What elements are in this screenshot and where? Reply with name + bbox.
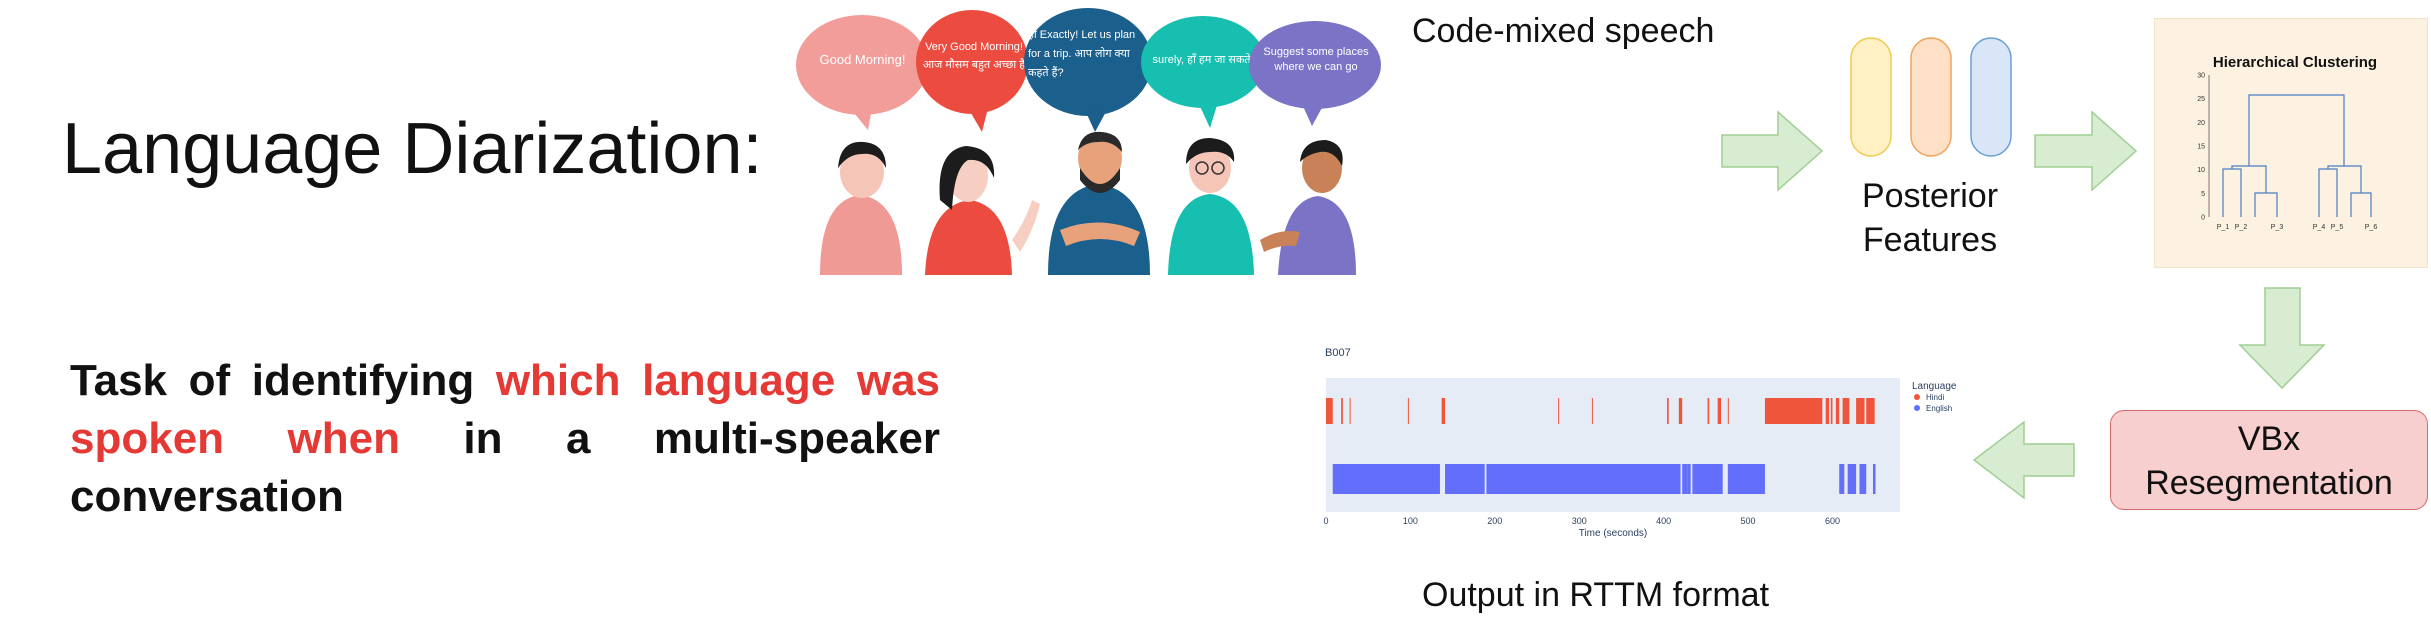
hindi-segment	[1591, 398, 1593, 424]
chart-title: B007	[1325, 347, 1351, 359]
arrow-right-icon	[2034, 110, 2138, 192]
dendrogram-y-tick: 30	[2197, 73, 2205, 80]
person-2	[925, 146, 1040, 275]
clustering-title: Hierarchical Clustering	[2213, 54, 2377, 71]
x-axis-label: Time (seconds)	[1579, 528, 1648, 539]
dendrogram-leaf-label: P_4	[2313, 224, 2326, 231]
hindi-segment	[1441, 398, 1446, 424]
hindi-segment	[1407, 398, 1409, 424]
posterior-capsule	[1910, 37, 1952, 157]
hindi-segment	[1830, 398, 1833, 424]
speech-bubble: Suggest some places where we can go	[1249, 21, 1381, 126]
posterior-features-label: Posterior Features	[1861, 177, 1999, 259]
dendrogram-leaf-label: P_3	[2271, 224, 2284, 231]
person-1	[820, 141, 902, 275]
hindi-segment	[1326, 398, 1333, 424]
english-segment	[1692, 464, 1716, 494]
waveform-icon	[1443, 102, 1694, 198]
english-segment	[1486, 464, 1681, 494]
hindi-segment	[1842, 398, 1850, 424]
x-tick-label: 600	[1825, 516, 1840, 526]
x-tick-label: 300	[1572, 516, 1587, 526]
legend-title: Language	[1912, 381, 1957, 392]
output-rttm-label: Output in RTTM format	[1422, 576, 1770, 614]
hindi-segment	[1764, 398, 1823, 424]
person-3	[1048, 131, 1150, 275]
x-tick-label: 200	[1487, 516, 1502, 526]
hindi-segment	[1825, 398, 1830, 424]
english-segment	[1687, 464, 1691, 494]
legend: Language Hindi English	[1912, 381, 1957, 413]
speech-bubble: Good Morning!	[796, 15, 928, 130]
legend-item-english: English	[1926, 404, 1952, 413]
english-segment	[1445, 464, 1485, 494]
hindi-segment	[1717, 398, 1722, 424]
speech-bubble: हाँ Exactly! Let us plan for a trip. आप …	[1024, 8, 1152, 132]
task-description: Task of identifying which language was s…	[70, 352, 940, 526]
posterior-capsule	[1970, 37, 2012, 157]
dendrogram-leaf-label: P_1	[2217, 224, 2230, 231]
task-prefix: Task of identifying	[70, 356, 496, 405]
x-tick-label: 100	[1403, 516, 1418, 526]
page-title: Language Diarization:	[62, 109, 763, 189]
dendrogram-leaf-label: P_2	[2235, 224, 2248, 231]
dendrogram-y-tick: 10	[2197, 167, 2205, 174]
hindi-segment	[1707, 398, 1710, 424]
hindi-segment	[1349, 398, 1351, 424]
legend-item-hindi: Hindi	[1926, 393, 1944, 402]
task-suffix: in a multi-speaker conversation	[70, 414, 940, 521]
bubble-text: surely, हाँ हम जा सकते हैं	[1152, 54, 1260, 66]
dendrogram-y-tick: 25	[2197, 96, 2205, 103]
legend-marker-english	[1914, 405, 1920, 411]
hindi-segment	[1678, 398, 1683, 424]
hindi-segment	[1835, 398, 1840, 424]
hindi-segment	[1558, 398, 1560, 424]
speech-bubble: Very Good Morning! आज मौसम बहुत अच्छा है	[916, 10, 1028, 132]
person-4	[1168, 138, 1254, 275]
english-segment	[1715, 464, 1723, 494]
arrow-right-icon	[1721, 110, 1824, 192]
hindi-segment	[1727, 398, 1729, 424]
code-mixed-speech-label: Code-mixed speech	[1412, 12, 1715, 50]
dendrogram-y-tick: 5	[2201, 191, 2205, 198]
english-segment	[1839, 464, 1845, 494]
hindi-segment	[1866, 398, 1875, 424]
english-segment	[1727, 464, 1765, 494]
x-tick-label: 0	[1323, 516, 1328, 526]
hindi-segment	[1856, 398, 1865, 424]
dendrogram: Hierarchical Clustering 0 5 10 15 20 25 30 P_1…	[2197, 54, 2378, 231]
english-segment	[1847, 464, 1857, 494]
person-5	[1260, 140, 1356, 275]
english-segment	[1872, 464, 1876, 494]
legend-marker-hindi	[1914, 394, 1920, 400]
english-segment	[1332, 464, 1440, 494]
english-segment	[1682, 464, 1688, 494]
speakers-illustration: Good Morning! Very Good Morning! आज मौसम…	[796, 8, 1381, 275]
hindi-segment	[1667, 398, 1669, 424]
english-segment	[1859, 464, 1867, 494]
vbx-resegmentation-box: VBx Resegmentation	[2110, 410, 2428, 510]
x-tick-label: 400	[1656, 516, 1671, 526]
posterior-capsule	[1850, 37, 1892, 157]
bubble-text: Good Morning!	[819, 52, 906, 67]
bubble-text: Suggest some places where we can go	[1263, 46, 1369, 73]
hierarchical-clustering-card: Hierarchical Clustering 0 5 10 15 20 25 30 P_1…	[2154, 18, 2428, 268]
hindi-segment	[1341, 398, 1343, 424]
dendrogram-leaf-label: P_6	[2365, 224, 2378, 231]
posterior-features-graphic	[1850, 37, 2012, 157]
bubble-text: हाँ Exactly! Let us plan for a trip. आप …	[1028, 29, 1136, 79]
dendrogram-y-tick: 20	[2197, 120, 2205, 127]
rttm-diarization-chart: B007 0 100 200 300 400 500 600 Time (seconds) …	[1323, 347, 1957, 539]
dendrogram-y-tick: 0	[2201, 215, 2205, 222]
speech-bubble: surely, हाँ हम जा सकते हैं	[1141, 16, 1265, 128]
arrow-down-icon	[2238, 287, 2326, 390]
x-tick-label: 500	[1741, 516, 1756, 526]
arrow-left-icon	[1972, 420, 2075, 500]
dendrogram-y-tick: 15	[2197, 144, 2205, 151]
dendrogram-leaf-label: P_5	[2331, 224, 2344, 231]
bubble-text: Very Good Morning! आज मौसम बहुत अच्छा है	[922, 41, 1026, 71]
task-highlight: which language was spoken when	[70, 356, 941, 463]
